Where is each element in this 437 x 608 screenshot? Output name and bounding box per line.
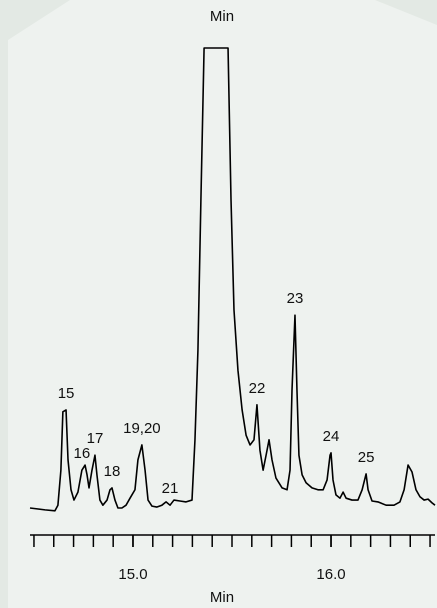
peak-label: 17 bbox=[87, 430, 104, 447]
trace bbox=[29, 47, 436, 512]
peak-label: 18 bbox=[104, 463, 121, 480]
peak-label: 21 bbox=[162, 480, 179, 497]
peak-label: 15 bbox=[58, 385, 75, 402]
peak-label: 25 bbox=[358, 449, 375, 466]
peak-label: 23 bbox=[287, 290, 304, 307]
x-tick-label: 15.0 bbox=[118, 566, 147, 583]
peak-label: 16 bbox=[74, 445, 91, 462]
peak-label: 24 bbox=[323, 428, 340, 445]
peak-label: 22 bbox=[249, 380, 266, 397]
chart-title: Min bbox=[210, 8, 234, 25]
x-axis-label: Min bbox=[210, 589, 234, 606]
peak-label: 19,20 bbox=[123, 420, 161, 437]
background-panel bbox=[8, 0, 437, 608]
x-tick-label: 16.0 bbox=[316, 566, 345, 583]
